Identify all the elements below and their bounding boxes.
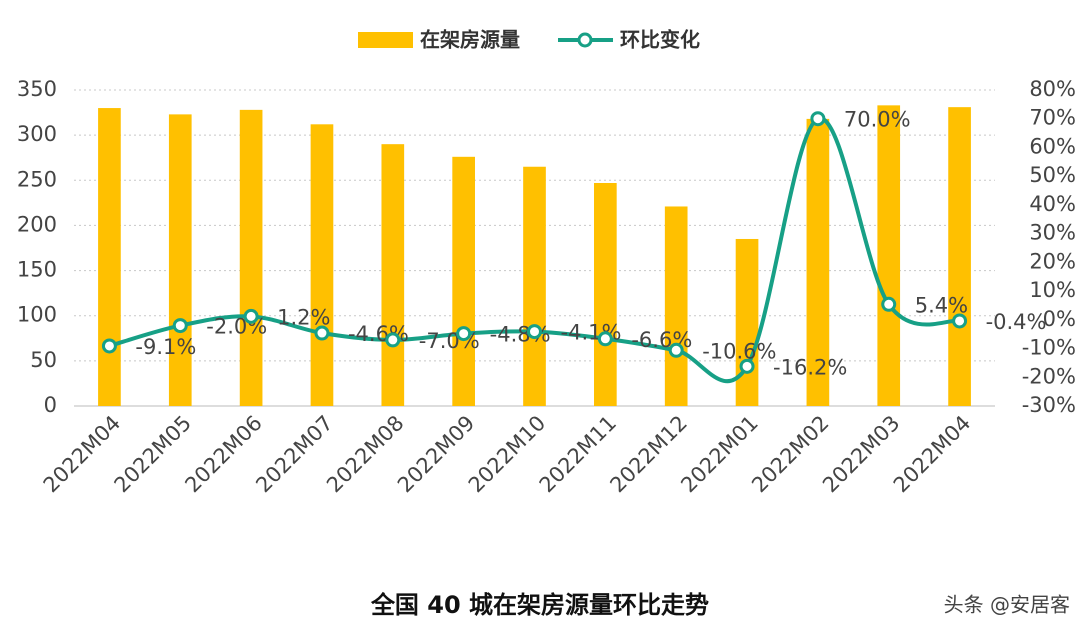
watermark: 头条 @安居客 [944,593,1070,617]
bar [735,238,759,406]
bar [168,114,192,407]
bar [381,144,405,406]
chart-title: 全国 40 城在架房源量环比走势 [370,591,709,619]
y-tick-label: 200 [17,212,57,236]
legend-label: 在架房源量 [420,28,520,52]
value-label: -9.1% [135,335,196,359]
line-marker [456,326,472,342]
y2-tick-label: -30% [1022,393,1076,417]
line-marker [810,111,826,127]
bar [948,107,971,406]
y-tick-label: 300 [17,122,57,146]
value-label: -4.8% [490,323,551,347]
y-tick-label: 350 [17,77,57,101]
bar [594,182,617,406]
bar [806,118,830,407]
bar [664,206,688,406]
y2-tick-label: 70% [1029,106,1076,130]
line-marker [952,313,968,329]
y2-tick-label: -10% [1022,336,1076,360]
bar [452,156,475,406]
y2-tick-label: -20% [1022,364,1076,388]
bar [523,166,546,406]
value-label: -0.4% [986,310,1047,334]
value-label: -10.6% [702,339,776,363]
line-marker [385,332,401,348]
y-tick-label: 150 [17,258,57,282]
bar [877,105,901,406]
x-tick-label: 2022M04 [889,411,975,497]
y-tick-label: 0 [44,393,57,417]
y-tick-label: 250 [17,167,57,191]
line-marker [314,325,330,341]
y2-tick-label: 60% [1029,134,1076,158]
value-label: 70.0% [844,108,911,132]
line-marker [597,331,613,347]
y2-tick-label: 50% [1029,163,1076,187]
bar [239,109,263,406]
bar [98,108,121,407]
y-tick-label: 100 [17,303,57,327]
line-marker [101,338,117,354]
y2-tick-label: 40% [1029,192,1076,216]
y2-tick-label: 10% [1029,278,1076,302]
y2-tick-label: 20% [1029,249,1076,273]
line-marker [668,342,684,358]
value-label: 5.4% [915,293,968,317]
line-marker [172,318,188,334]
y2-tick-label: 30% [1029,221,1076,245]
legend-label: 环比变化 [620,28,700,52]
value-label: -16.2% [773,355,847,379]
line-marker [243,308,259,324]
line-marker [739,358,755,374]
line-marker [881,296,897,312]
y2-tick-label: 0% [1043,307,1076,331]
bar [310,124,334,407]
line-marker [527,324,542,340]
legend-marker [577,32,593,48]
value-label: 1.2% [277,305,330,329]
y2-tick-label: 80% [1029,77,1076,101]
legend-swatch [358,32,413,48]
y-tick-label: 50 [30,348,57,372]
